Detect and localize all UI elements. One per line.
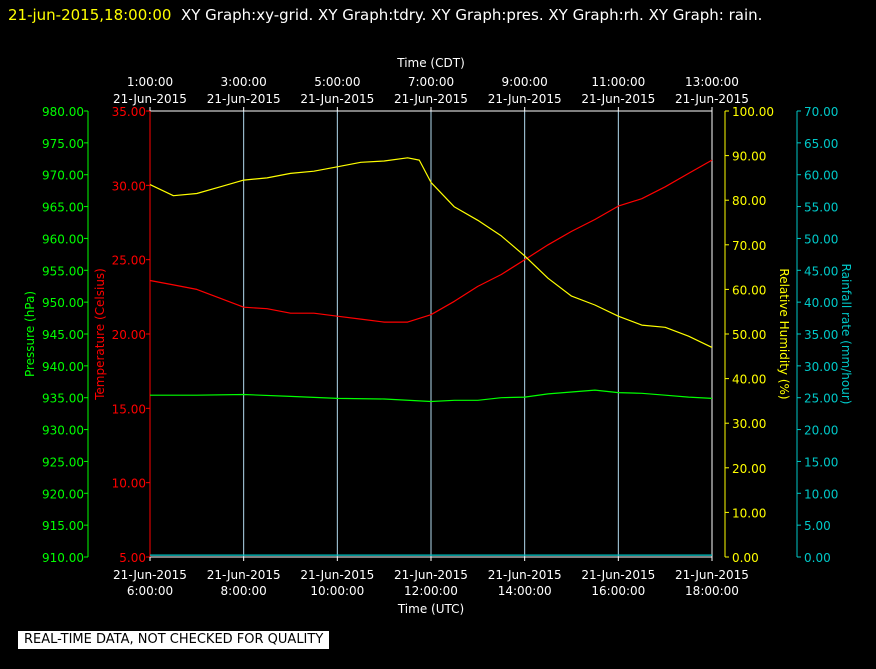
pressure-tick-label: 930.00 [42,424,84,438]
pressure-tick-label: 935.00 [42,392,84,406]
pressure-tick-label: 975.00 [42,137,84,151]
x-top-tick-time: 11:00:00 [591,75,645,89]
title-date: 21-jun-2015,18:00:00 [8,6,172,24]
x-bottom-axis-title: Time (UTC) [397,602,464,616]
rainfall-tick-label: 20.00 [804,424,838,438]
x-bottom-tick-date: 21-Jun-2015 [488,568,562,582]
pressure-tick-label: 970.00 [42,169,84,183]
temperature-tick-label: 25.00 [112,254,146,268]
pressure-tick-label: 925.00 [42,455,84,469]
humidity-tick-label: 30.00 [732,417,766,431]
pressure-tick-label: 915.00 [42,519,84,533]
humidity-tick-label: 20.00 [732,462,766,476]
x-bottom-tick-time: 6:00:00 [127,584,173,598]
temperature-tick-label: 30.00 [112,179,146,193]
x-top-tick-time: 1:00:00 [127,75,173,89]
rainfall-tick-label: 50.00 [804,232,838,246]
x-bottom-tick-date: 21-Jun-2015 [300,568,374,582]
x-top-tick-time: 13:00:00 [685,75,739,89]
temperature-tick-label: 20.00 [112,328,146,342]
x-bottom-tick-date: 21-Jun-2015 [113,568,187,582]
rainfall-tick-label: 65.00 [804,137,838,151]
pressure-tick-label: 960.00 [42,232,84,246]
rainfall-tick-label: 0.00 [804,551,831,565]
humidity-tick-label: 100.00 [732,105,774,119]
humidity-tick-label: 10.00 [732,506,766,520]
rainfall-tick-label: 45.00 [804,264,838,278]
x-top-tick-time: 7:00:00 [408,75,454,89]
rainfall-tick-label: 70.00 [804,105,838,119]
x-bottom-tick-time: 16:00:00 [591,584,645,598]
humidity-axis-title: Relative Humidity (%) [777,268,791,399]
rainfall-axis-title: Rainfall rate (mm/hour) [839,264,853,405]
temperature-series-line [149,159,713,323]
rainfall-tick-label: 25.00 [804,392,838,406]
humidity-series-line [149,157,713,348]
rainfall-tick-label: 10.00 [804,487,838,501]
rainfall-tick-label: 30.00 [804,360,838,374]
x-top-tick-date: 21-Jun-2015 [394,92,468,106]
x-bottom-tick-time: 14:00:00 [498,584,552,598]
humidity-tick-label: 90.00 [732,150,766,164]
x-bottom-tick-date: 21-Jun-2015 [207,568,281,582]
x-top-axis-title: Time (CDT) [396,56,465,70]
pressure-tick-label: 940.00 [42,360,84,374]
pressure-series-line [150,389,713,403]
rainfall-tick-label: 40.00 [804,296,838,310]
x-bottom-tick-date: 21-Jun-2015 [675,568,749,582]
pressure-axis-title: Pressure (hPa) [23,291,37,377]
x-top-tick-date: 21-Jun-2015 [675,92,749,106]
x-bottom-tick-date: 21-Jun-2015 [581,568,655,582]
x-top-tick-date: 21-Jun-2015 [581,92,655,106]
pressure-tick-label: 920.00 [42,487,84,501]
pressure-tick-label: 910.00 [42,551,84,565]
temperature-tick-label: 5.00 [119,551,146,565]
x-top-tick-time: 5:00:00 [314,75,360,89]
humidity-tick-label: 80.00 [732,194,766,208]
x-top-tick-time: 9:00:00 [502,75,548,89]
rainfall-tick-label: 60.00 [804,169,838,183]
x-top-tick-date: 21-Jun-2015 [207,92,281,106]
x-bottom-tick-time: 12:00:00 [404,584,458,598]
page-title: 21-jun-2015,18:00:00 XY Graph:xy-grid. X… [8,2,868,28]
rainfall-tick-label: 5.00 [804,519,831,533]
x-bottom-tick-time: 10:00:00 [310,584,364,598]
rainfall-tick-label: 55.00 [804,201,838,215]
temperature-tick-label: 35.00 [112,105,146,119]
humidity-tick-label: 0.00 [732,551,759,565]
pressure-tick-label: 965.00 [42,201,84,215]
pressure-tick-label: 955.00 [42,264,84,278]
humidity-tick-label: 60.00 [732,283,766,297]
temperature-axis-title: Temperature (Celsius) [93,268,107,401]
temperature-tick-label: 15.00 [112,402,146,416]
humidity-tick-label: 70.00 [732,239,766,253]
x-bottom-tick-time: 18:00:00 [685,584,739,598]
x-top-tick-date: 21-Jun-2015 [113,92,187,106]
x-top-tick-date: 21-Jun-2015 [300,92,374,106]
rainfall-tick-label: 35.00 [804,328,838,342]
quality-notice: REAL-TIME DATA, NOT CHECKED FOR QUALITY [18,631,330,649]
x-bottom-tick-time: 8:00:00 [221,584,267,598]
x-top-tick-time: 3:00:00 [221,75,267,89]
temperature-tick-label: 10.00 [112,477,146,491]
humidity-tick-label: 50.00 [732,328,766,342]
pressure-tick-label: 950.00 [42,296,84,310]
title-graphs: XY Graph:xy-grid. XY Graph:tdry. XY Grap… [180,6,763,24]
pressure-tick-label: 980.00 [42,105,84,119]
x-top-tick-date: 21-Jun-2015 [488,92,562,106]
rainfall-tick-label: 15.00 [804,455,838,469]
humidity-tick-label: 40.00 [732,373,766,387]
pressure-tick-label: 945.00 [42,328,84,342]
x-bottom-tick-date: 21-Jun-2015 [394,568,468,582]
